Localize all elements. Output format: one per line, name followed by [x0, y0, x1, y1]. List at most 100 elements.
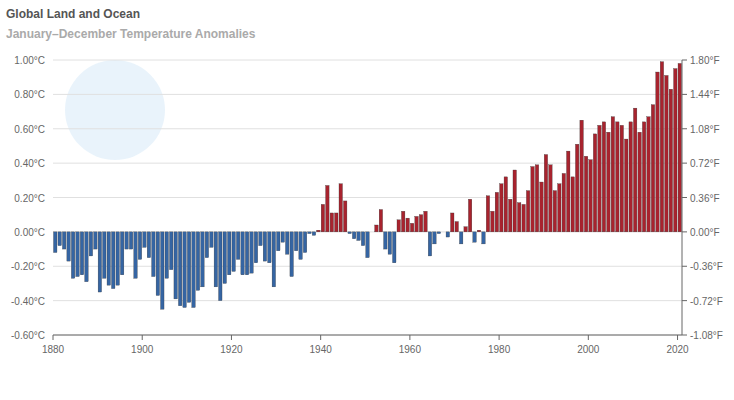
- bar: [437, 232, 440, 234]
- bar: [442, 231, 445, 232]
- bar: [388, 232, 391, 254]
- bar: [401, 211, 404, 232]
- y-tick-label: 0.80°C: [14, 89, 45, 100]
- bar: [477, 230, 480, 232]
- bar: [98, 232, 101, 292]
- bar: [625, 139, 628, 232]
- bar: [665, 75, 668, 231]
- bar: [513, 170, 516, 232]
- bar: [134, 232, 137, 278]
- grid-line: [53, 266, 682, 267]
- bar: [94, 232, 97, 249]
- bar: [85, 232, 88, 282]
- bar: [451, 213, 454, 232]
- y-tick-label: 0.20°C: [14, 193, 45, 204]
- bar: [335, 213, 338, 232]
- x-tick-label: 1920: [220, 344, 243, 355]
- bar: [227, 232, 230, 275]
- bar: [567, 151, 570, 232]
- bar: [281, 232, 284, 242]
- bar: [76, 232, 79, 277]
- bar: [611, 117, 614, 232]
- bar: [156, 232, 159, 296]
- bar: [366, 232, 369, 258]
- bar: [116, 232, 119, 285]
- x-tick-label: 1900: [131, 344, 154, 355]
- x-tick-label: 2000: [577, 344, 600, 355]
- x-tick: [588, 335, 589, 340]
- bar: [143, 232, 146, 247]
- bar: [674, 69, 677, 232]
- grid-line: [53, 60, 682, 61]
- bar: [178, 232, 181, 306]
- y2-tick-label: -0.36°F: [690, 261, 723, 272]
- bar: [468, 199, 471, 232]
- bar: [580, 120, 583, 232]
- bar: [633, 108, 636, 232]
- bar: [201, 232, 204, 287]
- y2-tick: [682, 128, 687, 129]
- bar: [330, 213, 333, 232]
- bar: [272, 232, 275, 287]
- y2-tick-label: 0.36°F: [690, 193, 720, 204]
- y2-tick: [682, 335, 687, 336]
- bar: [312, 232, 315, 235]
- bar: [263, 232, 266, 261]
- y2-tick-label: 0.00°F: [690, 227, 720, 238]
- x-tick: [409, 335, 410, 340]
- bar: [651, 105, 654, 232]
- bar: [357, 232, 360, 241]
- y2-tick-label: 1.80°F: [690, 55, 720, 66]
- bar: [294, 232, 297, 251]
- bar: [196, 232, 199, 290]
- bar: [187, 232, 190, 302]
- bar: [593, 134, 596, 232]
- bar: [174, 232, 177, 299]
- bar: [214, 232, 217, 287]
- bar: [629, 122, 632, 232]
- bar: [152, 232, 155, 277]
- y-tick-label: -0.40°C: [11, 296, 45, 307]
- bar: [500, 184, 503, 232]
- bar: [89, 232, 92, 256]
- x-tick: [53, 335, 54, 340]
- bar: [562, 173, 565, 231]
- bar: [406, 218, 409, 232]
- grid-line: [53, 94, 682, 95]
- bar: [250, 232, 253, 273]
- y-tick-label: 1.00°C: [14, 55, 45, 66]
- bar: [223, 232, 226, 284]
- x-tick: [677, 335, 678, 340]
- y2-tick-label: -1.08°F: [690, 330, 723, 341]
- bar: [111, 232, 114, 289]
- bar: [571, 177, 574, 232]
- y2-tick: [682, 231, 687, 232]
- bar: [370, 231, 373, 232]
- bar: [486, 196, 489, 232]
- bar: [285, 232, 288, 254]
- x-tick: [231, 335, 232, 340]
- y2-tick: [682, 300, 687, 301]
- bar: [192, 232, 195, 308]
- x-axis: [53, 335, 682, 336]
- title: Global Land and Ocean: [6, 7, 140, 21]
- bar: [343, 201, 346, 232]
- bar: [446, 232, 449, 237]
- x-tick-label: 2020: [666, 344, 689, 355]
- bar: [602, 122, 605, 232]
- bar: [678, 63, 681, 231]
- bar: [352, 232, 355, 239]
- bar: [375, 225, 378, 232]
- bar: [147, 232, 150, 258]
- y2-tick: [682, 163, 687, 164]
- bar: [268, 232, 271, 263]
- bar: [495, 192, 498, 232]
- bar: [183, 232, 186, 308]
- x-tick-label: 1940: [310, 344, 333, 355]
- bar: [245, 232, 248, 275]
- bar: [522, 204, 525, 232]
- bar: [303, 232, 306, 253]
- bar: [410, 223, 413, 232]
- x-tick: [499, 335, 500, 340]
- bar: [419, 215, 422, 232]
